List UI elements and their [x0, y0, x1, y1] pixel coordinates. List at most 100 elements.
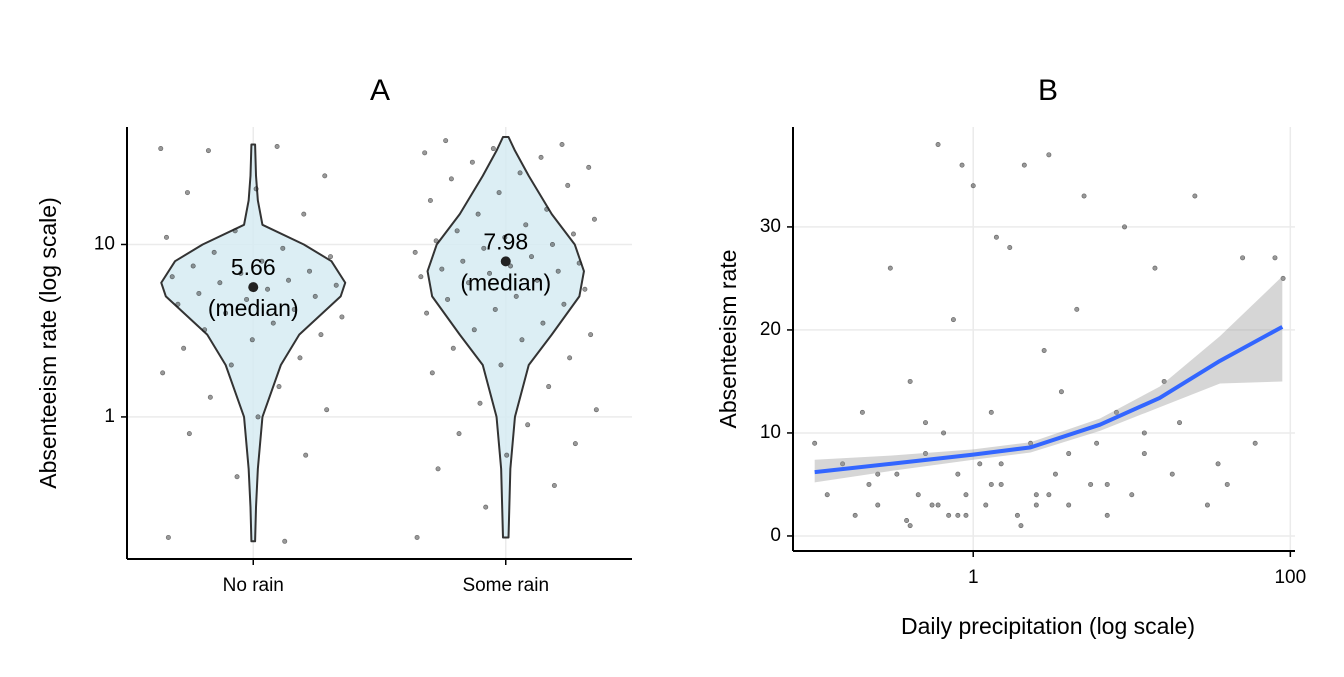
data-point [490, 146, 496, 152]
y-axis-label: Absenteeism rate (log scale) [35, 197, 61, 488]
data-point [270, 320, 276, 326]
data-point [887, 265, 893, 271]
data-point [824, 492, 830, 498]
data-point [1252, 440, 1258, 446]
data-point [875, 502, 881, 508]
x-tick-label: 100 [1274, 567, 1306, 588]
data-point [907, 378, 913, 384]
data-point [1161, 378, 1167, 384]
data-point [1113, 409, 1119, 415]
data-point [433, 238, 439, 244]
data-point [1240, 255, 1246, 261]
data-point [435, 466, 441, 472]
data-point [487, 270, 493, 276]
data-point [988, 481, 994, 487]
data-point [483, 504, 489, 510]
data-point [1074, 306, 1080, 312]
median-point [500, 256, 511, 267]
x-axis-label: Daily precipitation (log scale) [901, 613, 1195, 639]
data-point [184, 190, 190, 196]
data-point [519, 337, 525, 343]
data-point [576, 260, 582, 266]
data-point [276, 384, 282, 390]
data-point [427, 197, 433, 203]
data-point [502, 234, 508, 240]
data-point [582, 286, 588, 292]
data-point [875, 471, 881, 477]
data-point [540, 320, 546, 326]
data-point [448, 176, 454, 182]
data-point [1141, 430, 1147, 436]
data-point [190, 263, 196, 269]
x-tick-label: 1 [968, 567, 979, 588]
data-point [1169, 471, 1175, 477]
data-point [322, 173, 328, 179]
data-point [498, 362, 504, 368]
data-point [1081, 193, 1087, 199]
data-point [255, 414, 261, 420]
data-point [570, 231, 576, 237]
data-point [223, 310, 229, 316]
data-point [249, 337, 255, 343]
data-point [955, 512, 961, 518]
data-point [418, 274, 424, 280]
y-tick-label: 20 [760, 319, 781, 340]
data-point [859, 409, 865, 415]
y-tick-label: 1 [104, 406, 115, 427]
data-point [561, 301, 567, 307]
data-point [1104, 512, 1110, 518]
data-point [572, 441, 578, 447]
data-point [445, 296, 451, 302]
panel-title: A [370, 74, 390, 107]
data-point [1066, 502, 1072, 508]
data-point [414, 534, 420, 540]
data-point [941, 430, 947, 436]
data-point [1192, 193, 1198, 199]
data-point [963, 512, 969, 518]
data-point [517, 170, 523, 176]
data-point [163, 234, 169, 240]
data-point [1204, 502, 1210, 508]
data-point [1088, 481, 1094, 487]
panel-title: B [1038, 74, 1058, 107]
data-point [1033, 502, 1039, 508]
data-point [460, 258, 466, 264]
violin [160, 143, 347, 543]
data-point [544, 206, 550, 212]
data-point [915, 492, 921, 498]
data-point [466, 280, 472, 286]
data-point [232, 228, 238, 234]
data-point [538, 154, 544, 160]
data-point [1122, 224, 1128, 230]
violin [426, 136, 585, 539]
data-point [840, 461, 846, 467]
data-point [205, 148, 211, 154]
data-point [555, 268, 561, 274]
data-point [959, 162, 965, 168]
data-point [1007, 245, 1013, 251]
data-point [1280, 275, 1286, 281]
data-point [265, 286, 271, 292]
data-point [935, 142, 941, 148]
data-point [291, 306, 297, 312]
data-point [1018, 523, 1024, 529]
data-point [1152, 265, 1158, 271]
data-point [1041, 348, 1047, 354]
median-value: 7.98 [483, 228, 528, 254]
data-point [523, 222, 529, 228]
data-point [217, 280, 223, 286]
data-point [211, 249, 217, 255]
data-point [259, 258, 265, 264]
data-point [181, 345, 187, 351]
data-point [496, 190, 502, 196]
data-point [950, 317, 956, 323]
data-point [812, 440, 818, 446]
data-point [525, 422, 531, 428]
data-point [456, 431, 462, 437]
data-point [477, 400, 483, 406]
data-point [286, 277, 292, 283]
data-point [593, 407, 599, 413]
data-point [1021, 162, 1027, 168]
